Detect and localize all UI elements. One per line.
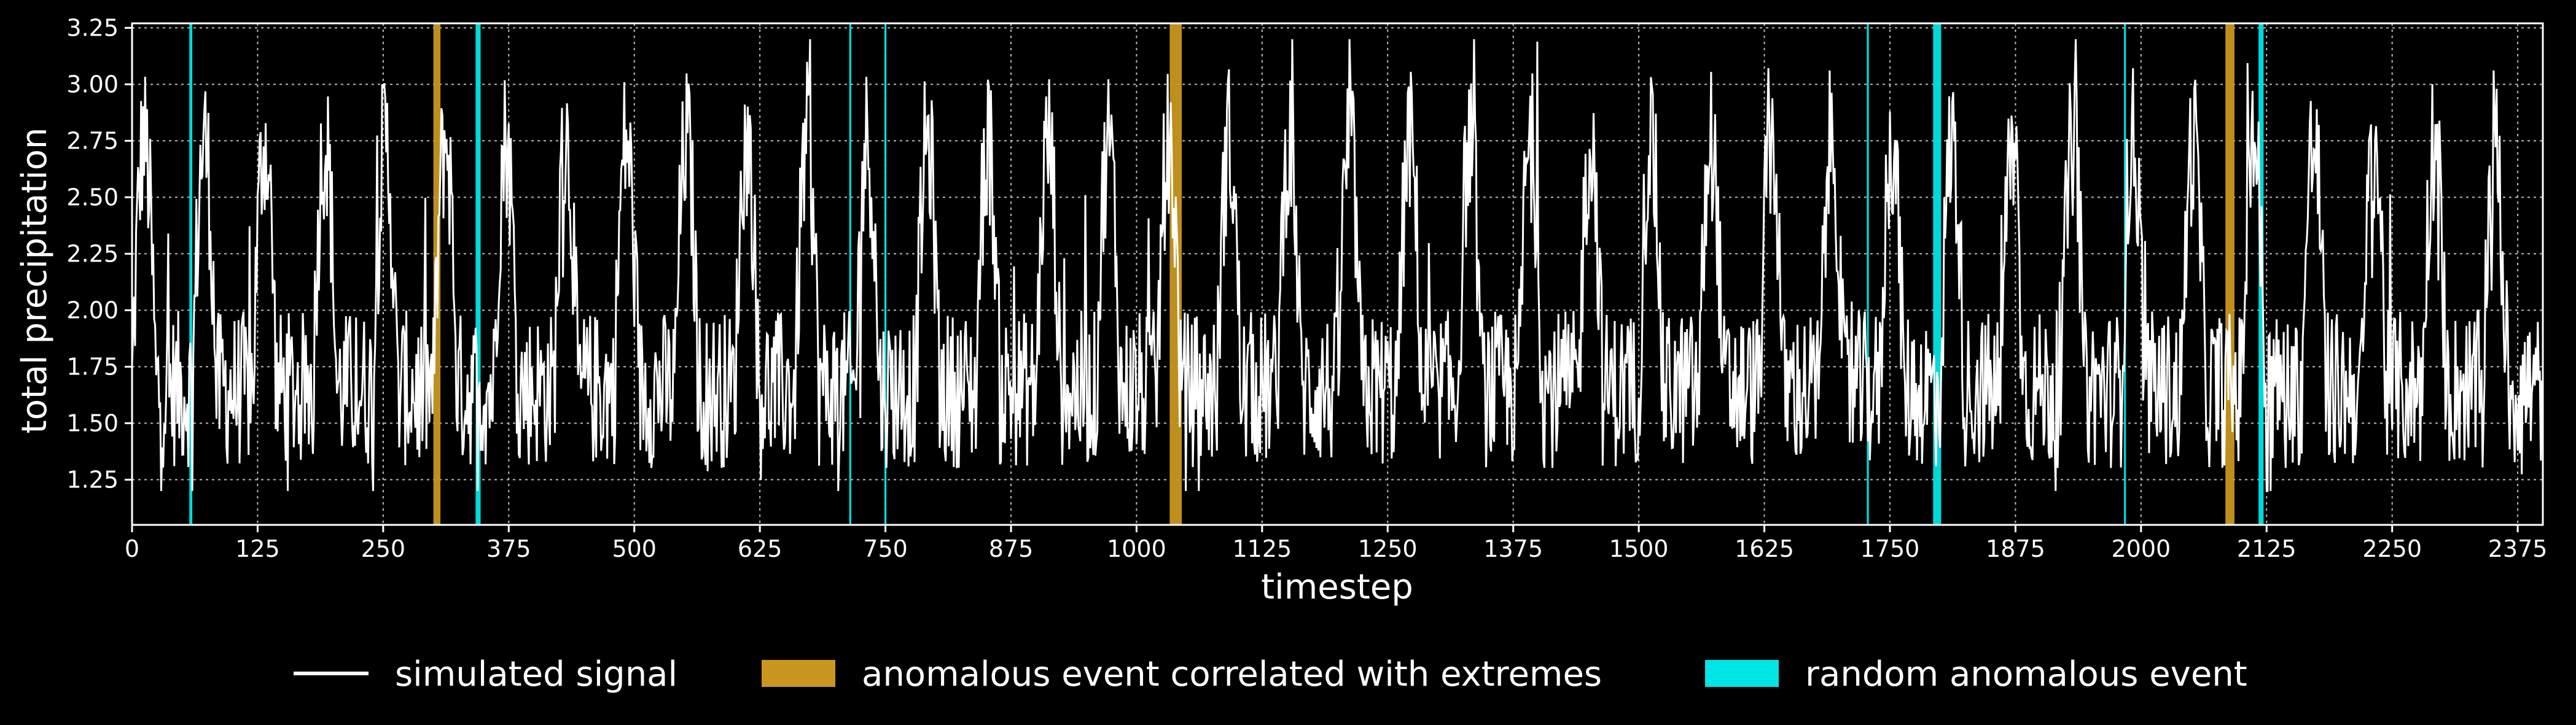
x-tick-label: 2000 (2111, 535, 2171, 562)
x-tick-label: 1875 (1986, 535, 2045, 562)
x-tick-label: 1000 (1107, 535, 1166, 562)
random-event-band (1867, 23, 1869, 525)
x-tick-label: 1500 (1609, 535, 1669, 562)
x-tick-label: 2250 (2362, 535, 2422, 562)
x-tick-label: 2125 (2237, 535, 2297, 562)
y-tick-label: 3.00 (66, 71, 119, 98)
x-tick-label: 750 (863, 535, 908, 562)
legend: simulated signal anomalous event correla… (294, 654, 2247, 694)
y-tick-label: 1.25 (66, 466, 119, 493)
x-axis-label: timestep (1261, 567, 1413, 607)
correlated-event-band (2225, 23, 2234, 525)
y-axis-ticks: 1.25 1.50 1.75 2.00 2.25 2.50 2.75 3.00 3.25 (66, 14, 132, 493)
series-layer (131, 39, 2543, 492)
x-tick-label: 0 (125, 535, 139, 562)
plot-frame (131, 22, 2544, 526)
legend-label-signal: simulated signal (395, 654, 677, 694)
random-event-band (849, 23, 851, 525)
random-event-band (189, 23, 193, 525)
x-tick-label: 1250 (1358, 535, 1418, 562)
y-tick-label: 1.50 (66, 409, 119, 436)
x-tick-label: 2375 (2488, 535, 2548, 562)
x-tick-label: 1375 (1483, 535, 1543, 562)
x-tick-label: 1125 (1232, 535, 1292, 562)
y-axis-label: total precipitation (15, 128, 55, 434)
x-tick-label: 125 (235, 535, 280, 562)
legend-label-random: random anomalous event (1805, 654, 2247, 694)
x-tick-label: 250 (361, 535, 406, 562)
x-axis-ticks: 0 125 250 375 500 625 750 875 1000 1125 1250 1375 15… (125, 525, 2548, 562)
y-tick-label: 2.75 (66, 127, 119, 154)
y-tick-label: 2.50 (66, 184, 119, 211)
signal-line (131, 39, 2543, 492)
legend-label-correlated: anomalous event correlated with extremes (862, 654, 1602, 694)
x-tick-label: 375 (486, 535, 531, 562)
y-tick-label: 3.25 (66, 14, 119, 41)
y-tick-label: 2.25 (66, 240, 119, 267)
x-tick-label: 1625 (1735, 535, 1794, 562)
x-tick-label: 875 (989, 535, 1034, 562)
random-event-band (884, 23, 887, 525)
y-tick-label: 1.75 (66, 353, 119, 380)
x-tick-label: 1750 (1860, 535, 1920, 562)
axes-frame (131, 22, 2544, 526)
legend-swatch-random (1705, 660, 1779, 687)
correlated-event-band (1169, 23, 1182, 525)
legend-swatch-correlated (762, 660, 835, 687)
x-tick-label: 625 (738, 535, 783, 562)
random-event-band (475, 23, 481, 525)
x-tick-label: 500 (612, 535, 657, 562)
y-tick-label: 2.00 (66, 297, 119, 324)
